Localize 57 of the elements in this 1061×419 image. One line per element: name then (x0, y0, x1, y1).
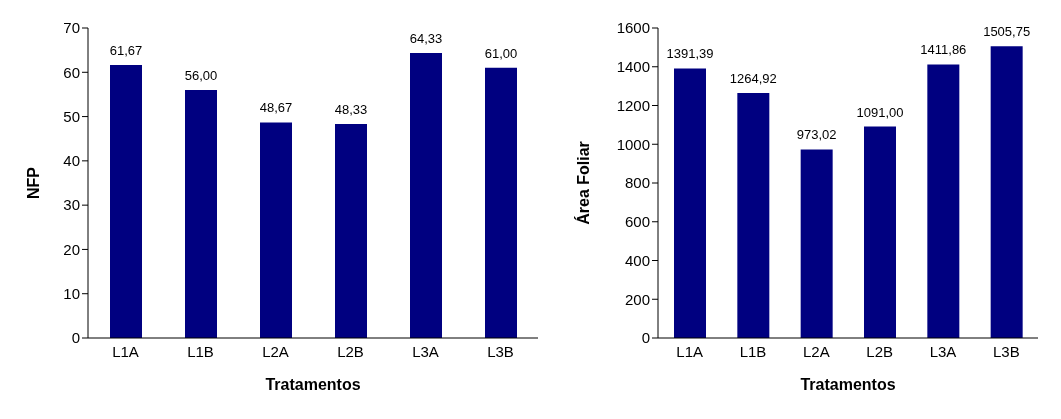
y-tick-label: 10 (63, 285, 80, 303)
data-label: 1391,39 (666, 46, 714, 62)
x-tick-label: L2B (866, 342, 894, 360)
x-tick-label: L2A (262, 342, 289, 360)
bar (485, 67, 517, 338)
y-tick-label: 1000 (616, 135, 650, 153)
y-tick-label: 200 (624, 290, 650, 308)
data-label: 64,33 (409, 31, 443, 47)
y-tick-label: 1600 (616, 19, 650, 37)
bar (864, 126, 896, 338)
y-tick-label: 40 (63, 152, 80, 170)
bar (674, 68, 706, 338)
y-tick-label: 0 (641, 329, 650, 347)
y-tick-label: 20 (63, 240, 80, 258)
bar (335, 123, 367, 338)
y-axis-title: Área Foliar (573, 141, 592, 225)
data-label: 48,33 (334, 101, 368, 117)
bar (800, 149, 833, 338)
data-label: 61,00 (484, 45, 518, 61)
data-label: 48,67 (259, 100, 293, 116)
x-tick-label: L2B (337, 342, 364, 360)
x-axis-title: Tratamentos (265, 376, 361, 393)
x-tick-label: L3B (487, 342, 514, 360)
y-tick-label: 400 (624, 251, 650, 269)
data-label: 973,02 (796, 127, 837, 143)
y-tick-label: 1200 (616, 96, 650, 114)
y-axis-title: NFP (24, 166, 42, 199)
bar (110, 64, 142, 338)
bar (737, 92, 770, 338)
y-tick-label: 600 (624, 213, 650, 231)
x-tick-label: L3A (929, 342, 957, 360)
y-tick-label: 60 (63, 63, 80, 81)
bar (410, 53, 442, 338)
y-tick-label: 1400 (616, 58, 650, 76)
data-label: 1411,86 (920, 42, 967, 58)
x-tick-label: L1B (739, 342, 767, 360)
y-tick-label: 30 (63, 196, 80, 214)
x-tick-label: L1A (676, 342, 704, 360)
x-tick-label: L2A (802, 342, 830, 360)
bar (990, 46, 1023, 338)
bar (260, 122, 292, 338)
x-tick-label: L3B (992, 342, 1020, 360)
x-tick-label: L1B (187, 342, 214, 360)
data-label: 1091,00 (856, 104, 904, 120)
x-tick-label: L1A (112, 342, 139, 360)
y-tick-label: 70 (63, 19, 80, 37)
y-tick-label: 50 (63, 107, 80, 125)
x-tick-label: L3A (412, 342, 439, 360)
y-tick-label: 800 (624, 174, 650, 192)
bar (927, 64, 960, 338)
bar (185, 90, 217, 338)
data-label: 56,00 (184, 68, 218, 83)
y-tick-label: 0 (71, 329, 80, 347)
data-label: 1264,92 (729, 70, 777, 86)
x-axis-title: Tratamentos (800, 376, 896, 393)
data-label: 1505,75 (983, 24, 1031, 40)
data-label: 61,67 (109, 42, 143, 58)
